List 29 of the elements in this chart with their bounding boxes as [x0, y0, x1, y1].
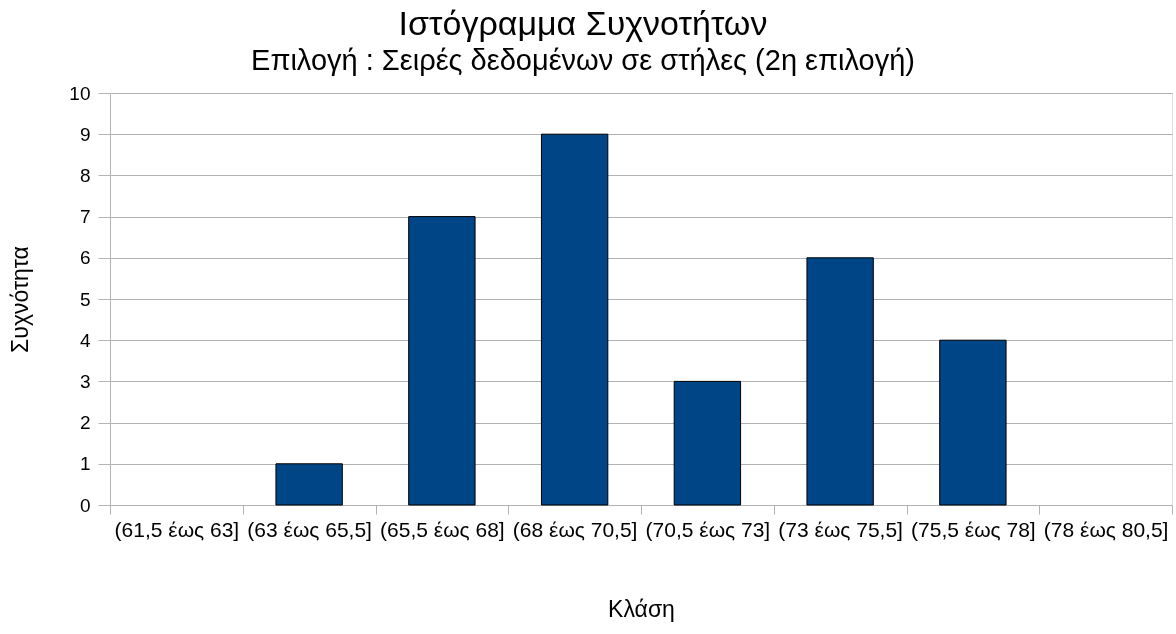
chart-title: Ιστόγραμμα Συχνοτήτων: [398, 4, 768, 42]
bar: [939, 339, 1007, 506]
bar: [275, 463, 343, 506]
y-tick-label: 3: [79, 370, 91, 392]
y-tick-label: 7: [79, 206, 91, 228]
y-axis-title: Συχνότητα: [7, 246, 34, 353]
x-tick-label: (63 έως 65,5]: [247, 517, 372, 541]
x-tick-label: (61,5 έως 63]: [114, 517, 240, 541]
x-tick-label: (70,5 έως 73]: [645, 517, 771, 541]
y-tick-label: 0: [79, 494, 91, 516]
y-tick-label: 1: [79, 453, 91, 475]
x-tick-label: (75,5 έως 78]: [911, 517, 1036, 541]
x-tick-label: (73 έως 75,5]: [778, 517, 903, 541]
bar: [408, 216, 476, 506]
x-tick-label: (78 έως 80,5]: [1043, 517, 1169, 541]
y-tick-label: 2: [79, 412, 91, 434]
y-tick-label: 4: [79, 329, 91, 351]
x-axis-title: Κλάση: [608, 595, 675, 622]
bar: [540, 133, 609, 506]
chart-subtitle: Επιλογή : Σειρές δεδομένων σε στήλες (2η επιλογή): [251, 44, 915, 76]
bar: [673, 380, 742, 506]
y-tick-label: 8: [79, 164, 91, 186]
y-tick-label: 10: [69, 82, 91, 104]
y-tick-label: 9: [79, 123, 91, 145]
y-tick-label: 5: [79, 288, 91, 310]
y-tick-label: 6: [79, 247, 91, 269]
x-tick-label: (65,5 έως 68]: [380, 517, 505, 541]
bar: [806, 257, 874, 506]
x-tick-label: (68 έως 70,5]: [512, 517, 638, 541]
